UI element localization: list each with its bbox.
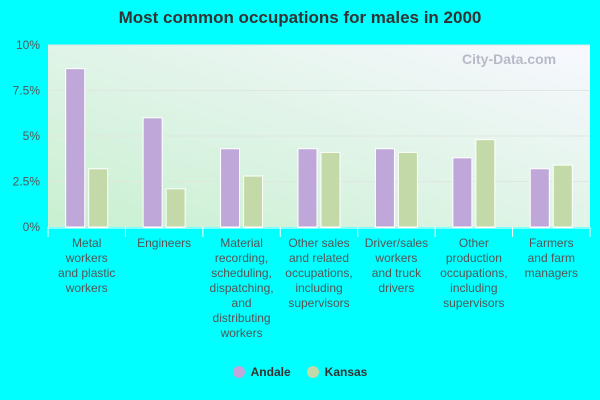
bar-andale[interactable] bbox=[65, 68, 86, 228]
legend-swatch bbox=[232, 366, 245, 378]
bar-andale[interactable] bbox=[529, 168, 550, 228]
x-tick-label: Engineers bbox=[137, 236, 191, 250]
legend-label: Andale bbox=[250, 365, 291, 379]
bar-andale[interactable] bbox=[220, 148, 241, 228]
y-tick-label: 7.5% bbox=[13, 84, 41, 98]
bar-kansas[interactable] bbox=[552, 164, 573, 228]
x-tick-label: Material recording, scheduling, dispatching… bbox=[210, 236, 274, 340]
bar-andale[interactable] bbox=[452, 157, 473, 228]
x-tick-label: Farmers and farm managers bbox=[525, 236, 578, 280]
chart-title: Most common occupations for males in 200… bbox=[118, 8, 482, 27]
bar-kansas[interactable] bbox=[475, 139, 496, 228]
bar-kansas[interactable] bbox=[165, 188, 186, 228]
y-tick-label: 10% bbox=[16, 38, 40, 52]
x-tick-label: Metal workers and plastic workers bbox=[58, 236, 115, 295]
x-tick-label: Driver/sales workers and truck drivers bbox=[365, 236, 428, 295]
y-tick-label: 2.5% bbox=[13, 175, 41, 189]
bar-andale[interactable] bbox=[374, 148, 395, 228]
legend-label: Kansas bbox=[324, 365, 368, 379]
bar-kansas[interactable] bbox=[397, 151, 418, 228]
x-tick-label: Other production occupations, including supe… bbox=[440, 236, 507, 310]
legend-item: Kansas bbox=[306, 365, 368, 379]
y-tick-label: 0% bbox=[23, 220, 41, 234]
y-tick-label: 5% bbox=[23, 129, 41, 143]
bar-kansas[interactable] bbox=[320, 151, 341, 228]
bar-andale[interactable] bbox=[142, 117, 163, 228]
legend-swatch bbox=[306, 366, 319, 378]
watermark: City-Data.com bbox=[462, 51, 557, 67]
legend: Andale Kansas bbox=[0, 365, 600, 381]
legend-item: Andale bbox=[232, 365, 291, 379]
x-tick-label: Other sales and related occupations, includ… bbox=[285, 236, 352, 310]
bar-andale[interactable] bbox=[297, 148, 318, 228]
bar-kansas[interactable] bbox=[88, 168, 109, 228]
bar-kansas[interactable] bbox=[243, 175, 264, 228]
